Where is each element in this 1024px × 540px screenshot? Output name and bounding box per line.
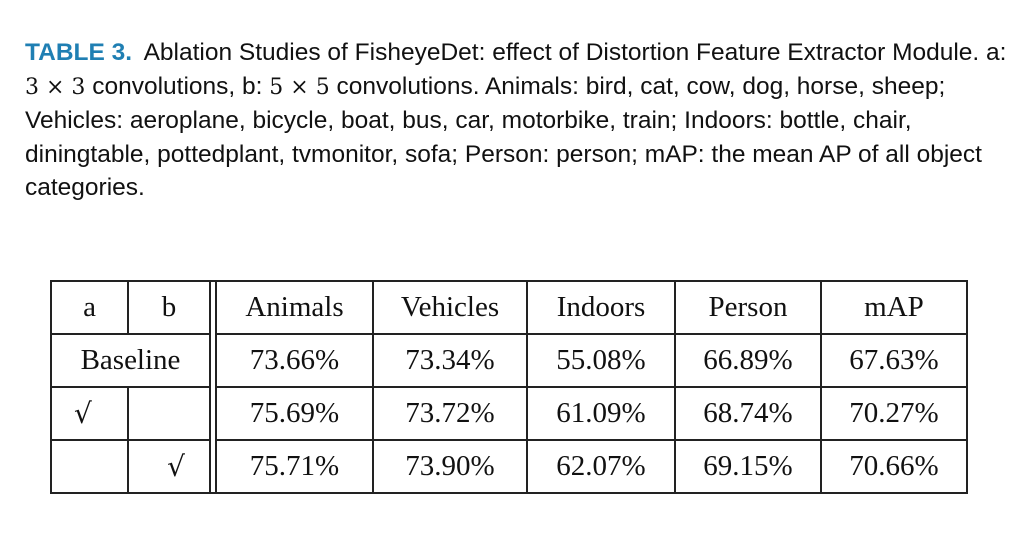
cell-map: 70.66%: [820, 439, 968, 494]
cell-animals: 73.66%: [215, 333, 374, 388]
cell-animals: 75.71%: [215, 439, 374, 494]
table-row: Baseline 73.66% 73.34% 55.08% 66.89% 67.…: [50, 333, 968, 388]
cell-animals: 75.69%: [215, 386, 374, 441]
ablation-table: a b Animals Vehicles Indoors Person mAP …: [50, 280, 968, 494]
cell-indoors: 62.07%: [526, 439, 676, 494]
double-divider: [209, 387, 217, 440]
cell-vehicles: 73.72%: [372, 386, 528, 441]
cell-vehicles: 73.90%: [372, 439, 528, 494]
caption-label: TABLE 3.: [25, 39, 133, 66]
caption-text: convolutions, b:: [85, 72, 270, 100]
header-a: a: [50, 280, 129, 335]
header-indoors: Indoors: [526, 280, 676, 335]
cell-person: 68.74%: [674, 386, 822, 441]
header-map: mAP: [820, 280, 968, 335]
caption-math-b: 5 × 5: [269, 74, 330, 100]
table-caption: TABLE 3. Ablation Studies of FisheyeDet:…: [25, 36, 1015, 205]
table-row: √ 75.69% 73.72% 61.09% 68.74% 70.27%: [50, 386, 968, 441]
caption-text: convolutions. Animals: bird, cat, cow, d…: [25, 72, 982, 202]
checkmark-a: √: [50, 386, 129, 441]
checkmark-a: [50, 439, 129, 494]
cell-person: 66.89%: [674, 333, 822, 388]
checkmark-b: [127, 386, 211, 441]
caption-math-a: 3 × 3: [25, 74, 86, 100]
double-divider: [209, 334, 217, 387]
cell-indoors: 55.08%: [526, 333, 676, 388]
cell-vehicles: 73.34%: [372, 333, 528, 388]
cell-map: 67.63%: [820, 333, 968, 388]
table-header-row: a b Animals Vehicles Indoors Person mAP: [50, 280, 968, 335]
header-vehicles: Vehicles: [372, 280, 528, 335]
cell-person: 69.15%: [674, 439, 822, 494]
double-divider: [209, 280, 217, 334]
cell-map: 70.27%: [820, 386, 968, 441]
double-divider: [209, 440, 217, 494]
table-row: √ 75.71% 73.90% 62.07% 69.15% 70.66%: [50, 439, 968, 494]
baseline-label: Baseline: [50, 333, 211, 388]
header-b: b: [127, 280, 211, 335]
cell-indoors: 61.09%: [526, 386, 676, 441]
header-person: Person: [674, 280, 822, 335]
caption-text: Ablation Studies of FisheyeDet: effect o…: [143, 39, 1007, 66]
header-animals: Animals: [215, 280, 374, 335]
checkmark-b: √: [127, 439, 211, 494]
